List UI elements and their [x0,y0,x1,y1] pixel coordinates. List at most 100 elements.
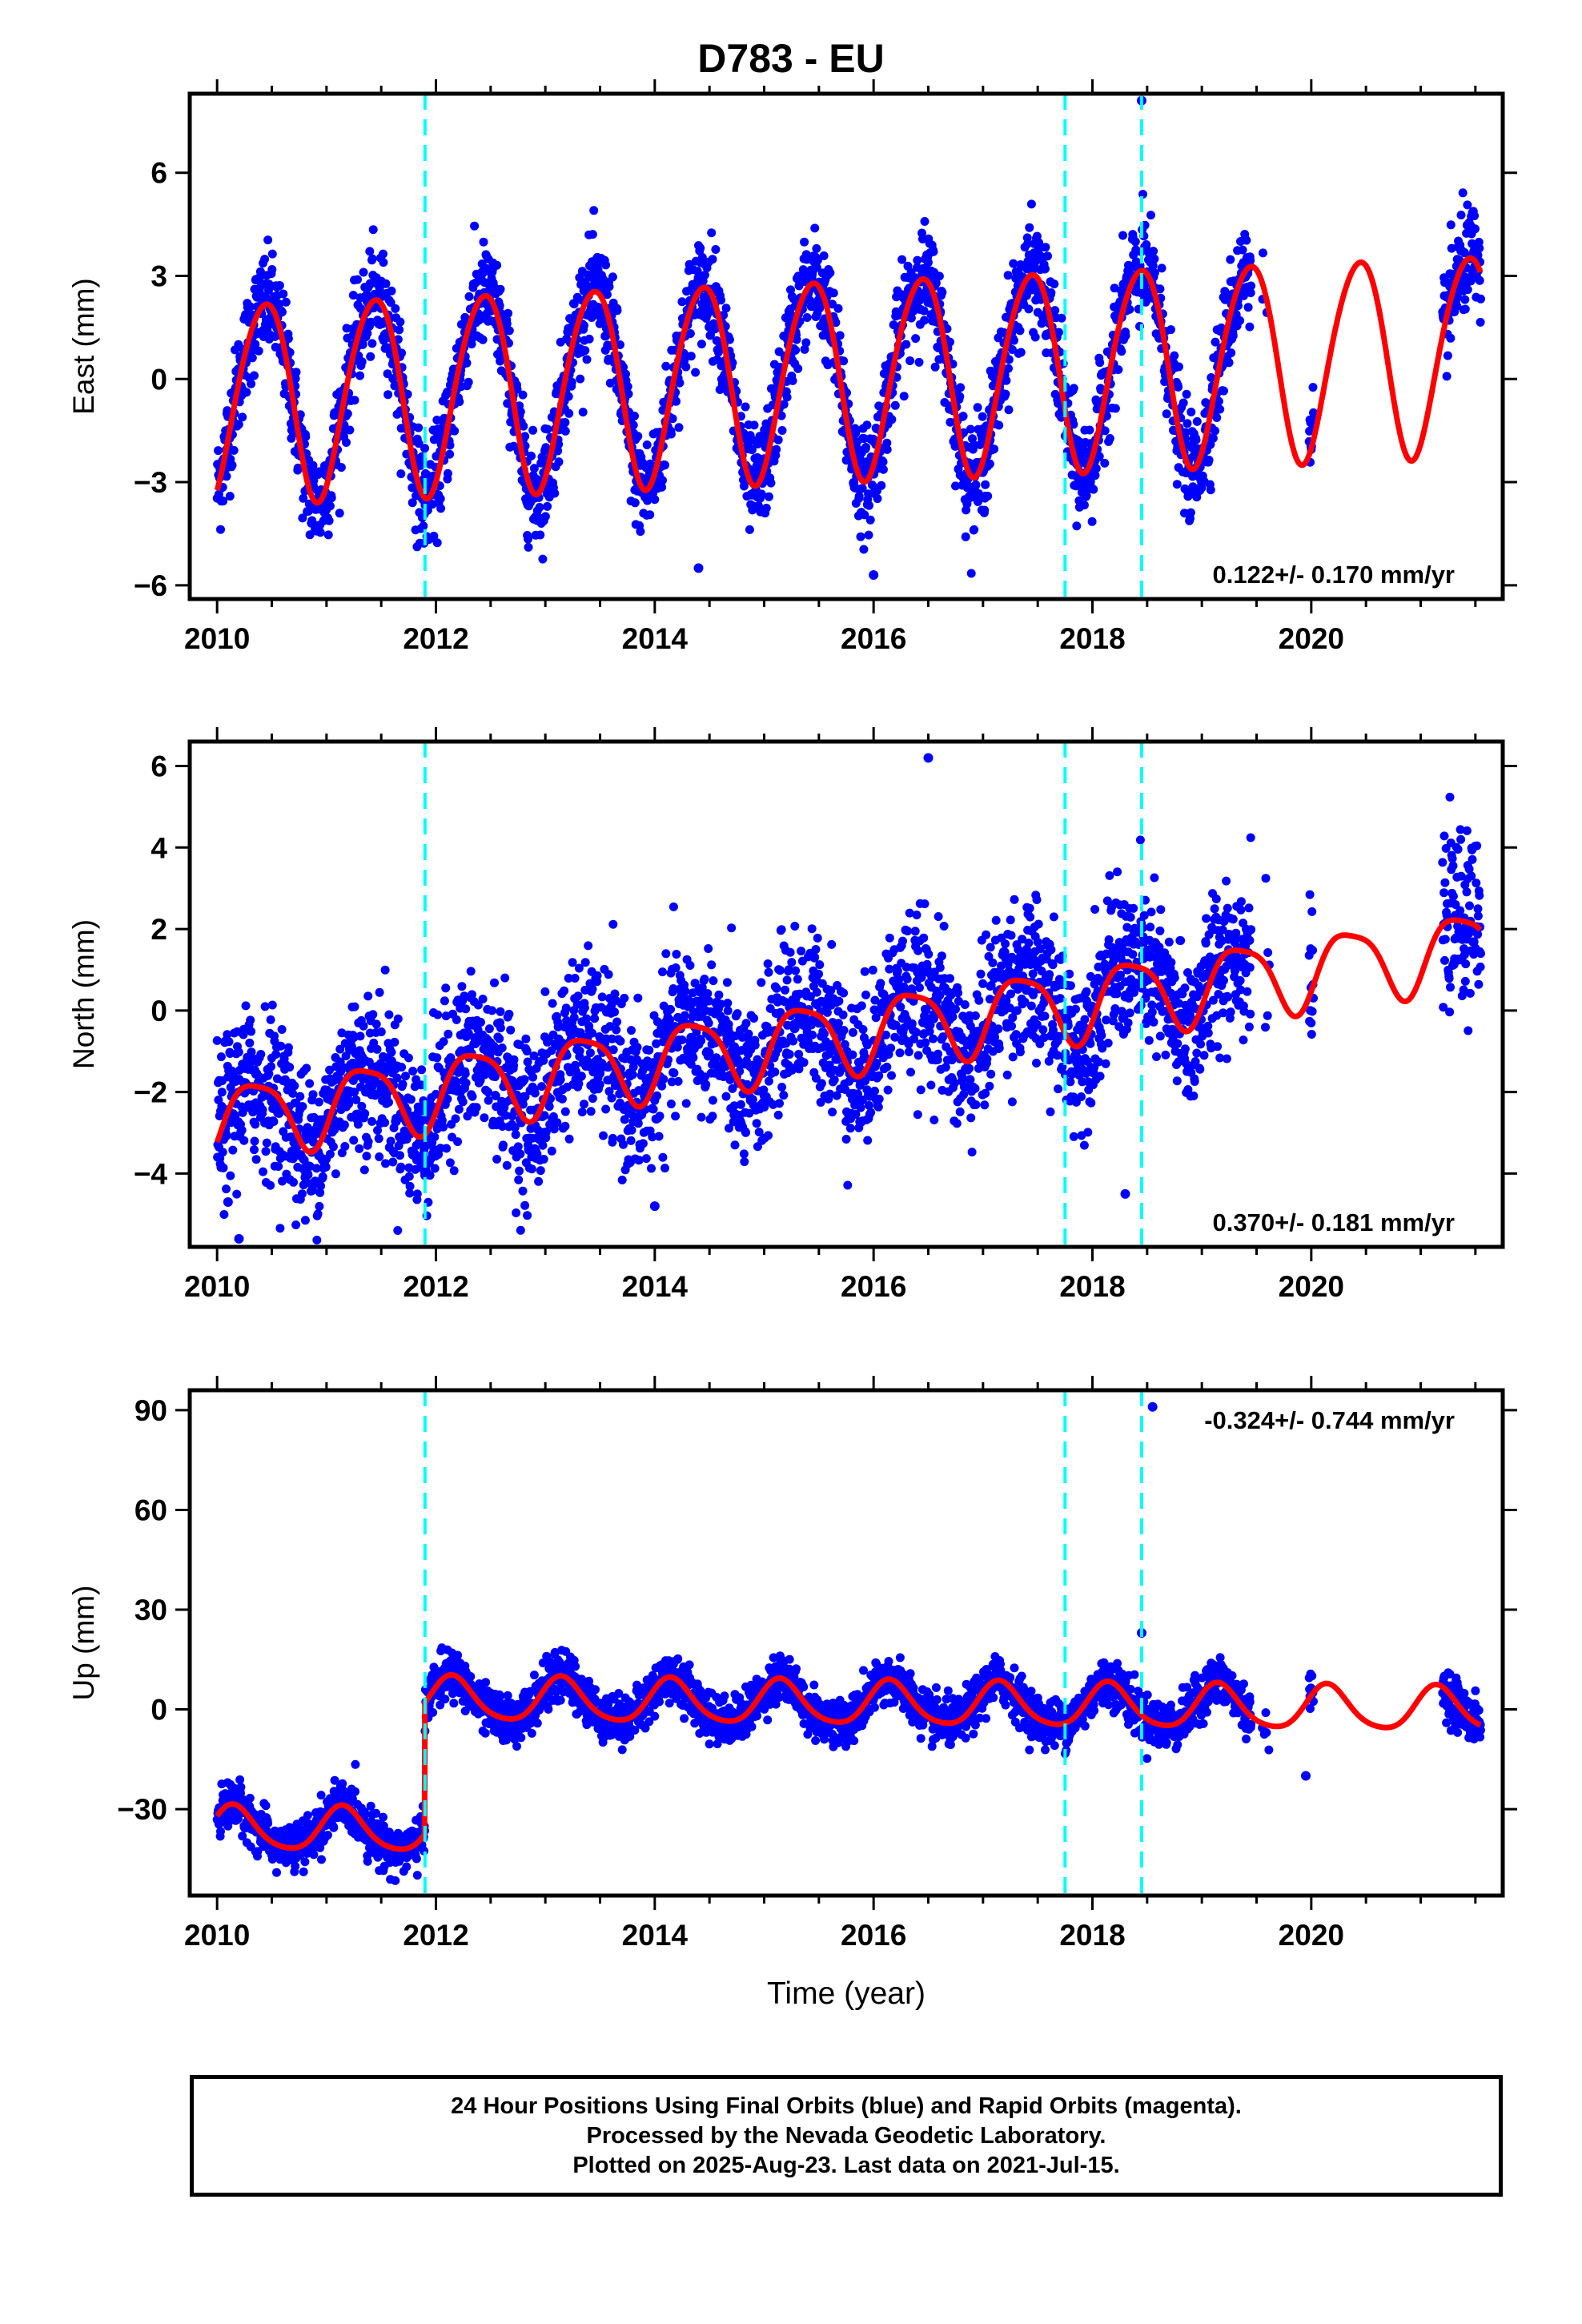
data-point [578,408,588,417]
data-point [1308,383,1318,392]
panel-frame [187,91,1505,601]
data-point [251,1120,260,1129]
data-point [673,1076,683,1086]
y-tick-label: 3 [151,260,167,293]
data-point [700,271,709,279]
data-point [247,1027,256,1036]
data-point [1089,485,1098,494]
data-point [363,991,373,1001]
data-point [782,392,792,402]
data-point [1243,303,1253,312]
data-point [1238,245,1247,255]
data-point [512,1208,521,1217]
data-point [865,501,873,510]
data-point [312,1236,322,1244]
data-point [488,1006,496,1015]
data-point [1191,435,1201,444]
data-point [224,1037,234,1047]
x-tick-label: 2014 [622,622,689,655]
data-point [331,1169,340,1179]
data-point [398,1080,408,1089]
data-point [237,1125,247,1135]
data-point [675,378,685,388]
data-point [391,304,400,313]
data-point [630,498,640,508]
data-point [367,1116,376,1126]
data-point [298,513,307,523]
data-point [414,423,424,432]
data-point [374,1134,383,1144]
data-point [841,1135,851,1144]
data-point [661,361,671,371]
data-point [299,493,308,503]
data-point [397,1063,407,1072]
data-point [387,286,396,296]
data-point [807,924,817,934]
data-point [455,397,464,407]
data-point [384,1010,394,1019]
data-point [1162,409,1171,419]
data-point [550,489,560,498]
data-point [518,1186,528,1196]
data-point [444,1029,453,1039]
data-point [214,446,223,456]
data-point [1023,239,1033,248]
data-point [259,1167,267,1176]
data-point [452,1015,461,1024]
data-point [601,331,611,340]
data-point [1004,364,1013,373]
data-point [527,1164,536,1174]
data-point [835,331,845,340]
x-tick-label: 2010 [184,622,250,655]
data-point [276,1041,286,1051]
data-point [906,313,916,323]
data-point [512,384,522,394]
data-point [1473,251,1483,260]
data-point [604,970,613,979]
data-point [671,1112,681,1121]
data-point [861,443,870,452]
data-point [1174,382,1183,392]
data-point [1155,284,1165,294]
data-point [763,959,773,968]
data-point [569,1013,579,1023]
data-point [445,449,455,459]
data-point [717,296,725,305]
data-point [1460,295,1470,304]
data-point [365,247,375,256]
data-point [714,990,724,999]
data-point [1476,294,1485,304]
data-point [543,424,552,434]
data-point [956,383,966,392]
data-point [580,958,590,967]
data-point [504,1009,514,1019]
data-point [1471,224,1480,234]
data-point [1186,408,1196,416]
data-point [375,987,384,997]
data-point [812,263,821,272]
data-point [808,1030,817,1039]
data-point [930,362,940,372]
data-point [889,320,898,330]
data-point [393,1014,403,1023]
data-point [1003,271,1013,280]
data-point [792,335,801,344]
data-point [499,1140,508,1150]
data-point [616,1036,625,1046]
data-point [708,1096,717,1105]
data-point [661,460,669,470]
data-point [677,1035,687,1044]
data-point [321,1162,331,1172]
data-point [403,389,412,399]
data-point [697,1036,706,1046]
data-point [293,463,303,472]
data-point [779,1091,789,1100]
x-tick-label: 2016 [841,622,906,655]
data-point [654,1132,664,1141]
data-point [634,1156,644,1165]
data-point [1130,237,1140,247]
data-point [247,1047,256,1057]
data-point [219,1163,228,1172]
data-point [283,334,293,344]
data-point [540,987,550,996]
